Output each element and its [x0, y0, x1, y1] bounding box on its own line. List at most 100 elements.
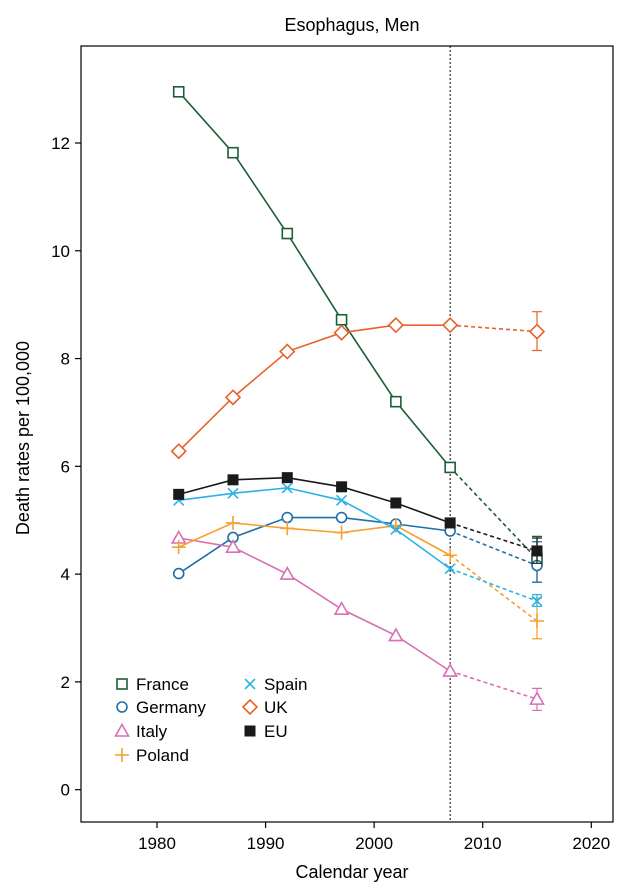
y-tick-label-4: 4	[61, 565, 70, 584]
point-uk-1997	[333, 324, 350, 341]
point-uk-1992	[279, 343, 296, 360]
point-italy-1987	[225, 539, 241, 553]
point-poland-1982	[171, 540, 186, 555]
series-eu	[173, 472, 543, 564]
legend-marker-germany	[116, 701, 128, 713]
legend-item-poland: Poland	[115, 746, 189, 765]
point-poland-1997	[334, 525, 349, 540]
x-axis-label: Calendar year	[295, 862, 408, 882]
y-tick-label-10: 10	[51, 242, 70, 261]
legend-label-eu: EU	[264, 722, 288, 741]
point-eu-2007	[444, 517, 456, 529]
series-projection-poland	[449, 554, 538, 622]
point-italy-2015	[529, 691, 545, 705]
legend-item-france: France	[116, 675, 189, 694]
x-tick-label-2020: 2020	[572, 834, 610, 853]
y-axis: 0 2 4 6 8 10 12	[51, 134, 81, 800]
legend-marker-poland	[115, 748, 129, 762]
series-line-spain	[178, 487, 451, 570]
series-line-france	[178, 91, 451, 468]
point-spain-1992	[281, 482, 293, 494]
point-eu-1982	[173, 488, 185, 500]
legend-marker-spain	[244, 678, 256, 690]
series-line-eu	[178, 476, 451, 524]
series-layer	[170, 86, 546, 712]
point-france-1992	[281, 227, 294, 240]
series-projection-spain	[449, 567, 538, 602]
x-axis: 1980 1990 2000 2010 2020	[138, 822, 610, 853]
point-italy-2007	[442, 662, 459, 677]
series-line-poland	[178, 522, 451, 556]
legend-marker-uk	[241, 698, 259, 716]
chart-title: Esophagus, Men	[284, 15, 419, 35]
series-projection-uk	[450, 324, 538, 333]
legend-label-poland: Poland	[136, 746, 189, 765]
point-spain-1997	[336, 494, 348, 506]
x-tick-label-2000: 2000	[355, 834, 393, 853]
point-germany-1997	[335, 511, 348, 524]
legend-label-france: France	[136, 675, 189, 694]
point-france-1997	[335, 313, 348, 326]
legend-item-germany: Germany	[116, 698, 206, 717]
point-poland-2007	[443, 548, 458, 563]
point-germany-1982	[172, 567, 185, 580]
point-spain-1987	[227, 487, 239, 499]
series-uk	[170, 311, 546, 460]
point-eu-1997	[336, 481, 348, 493]
y-axis-label: Death rates per 100,000	[13, 341, 33, 535]
point-eu-1992	[281, 472, 293, 484]
point-italy-1997	[333, 601, 350, 615]
point-poland-1987	[226, 515, 240, 530]
series-poland	[171, 515, 544, 640]
point-uk-2007	[442, 317, 459, 334]
point-poland-2015	[530, 613, 544, 628]
series-projection-italy	[449, 670, 538, 700]
legend-marker-eu	[244, 725, 256, 737]
point-uk-2015	[528, 323, 546, 340]
legend-label-italy: Italy	[136, 722, 168, 741]
point-france-2007	[444, 461, 456, 474]
point-uk-1982	[170, 443, 187, 460]
legend-item-uk: UK	[241, 698, 288, 717]
legend: France Germany Italy Poland Spain UK EU	[114, 675, 307, 765]
legend-item-spain: Spain	[244, 675, 307, 694]
point-germany-1992	[281, 511, 294, 524]
series-projection-germany	[449, 530, 538, 567]
point-france-1982	[172, 86, 185, 98]
series-line-italy	[178, 537, 451, 672]
point-eu-2002	[390, 497, 402, 509]
legend-item-eu: EU	[244, 722, 288, 741]
series-france	[172, 86, 543, 583]
legend-marker-france	[116, 678, 128, 690]
point-spain-2015	[531, 595, 543, 607]
point-poland-1992	[280, 521, 295, 536]
x-tick-label-1990: 1990	[247, 834, 285, 853]
y-tick-label-6: 6	[61, 457, 70, 476]
y-tick-label-8: 8	[61, 350, 70, 369]
y-tick-label-0: 0	[61, 781, 70, 800]
legend-label-spain: Spain	[264, 675, 307, 694]
y-tick-label-2: 2	[61, 673, 70, 692]
plot-frame	[80, 45, 614, 823]
point-france-2002	[390, 395, 402, 408]
point-uk-2002	[387, 317, 404, 334]
legend-label-uk: UK	[264, 698, 288, 717]
x-tick-label-2010: 2010	[464, 834, 502, 853]
x-tick-label-1980: 1980	[138, 834, 176, 853]
series-italy	[170, 529, 545, 712]
series-projection-eu	[449, 522, 538, 552]
legend-label-germany: Germany	[136, 698, 206, 717]
point-italy-1992	[279, 565, 296, 580]
series-spain	[173, 482, 543, 608]
legend-marker-italy	[114, 722, 130, 737]
point-uk-1987	[224, 389, 242, 406]
legend-item-italy: Italy	[114, 722, 168, 741]
point-italy-2002	[387, 627, 404, 642]
series-projection-france	[449, 466, 538, 560]
point-spain-2002	[390, 523, 402, 535]
series-line-germany	[178, 516, 451, 575]
series-line-uk	[178, 324, 451, 452]
y-tick-label-12: 12	[51, 134, 70, 153]
point-spain-2007	[444, 563, 456, 575]
